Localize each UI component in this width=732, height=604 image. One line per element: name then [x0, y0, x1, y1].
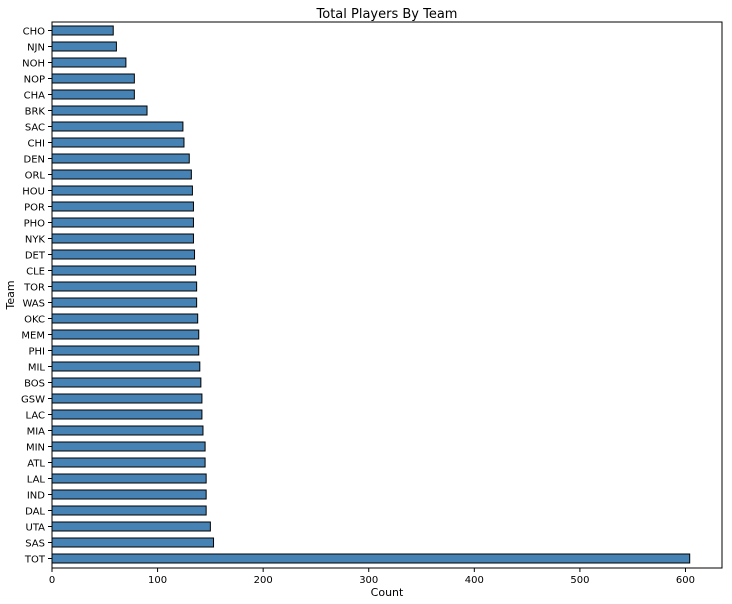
y-tick-label: CLE	[26, 267, 45, 278]
bar-den	[51, 153, 190, 164]
y-tick-label: TOR	[23, 283, 45, 294]
x-tick-label: 600	[676, 575, 695, 586]
bar-nyk	[51, 233, 194, 244]
y-tick-label: PHO	[24, 219, 46, 230]
bar-noh	[51, 57, 127, 68]
bar-gsw	[51, 393, 203, 404]
bar-tot	[51, 553, 691, 564]
bar-lal	[51, 473, 207, 484]
y-tick-label: ORL	[25, 171, 46, 182]
bar-min	[51, 441, 206, 452]
y-tick-label: MIL	[28, 363, 46, 374]
y-axis-label: Team	[4, 280, 17, 310]
bar-nop	[51, 73, 135, 84]
bar-dal	[51, 505, 207, 516]
bar-sas	[51, 537, 215, 548]
y-tick-label: POR	[24, 203, 45, 214]
bar-ind	[51, 489, 207, 500]
x-tick-label: 0	[49, 575, 55, 586]
bar-orl	[51, 169, 192, 180]
y-tick-label: NOH	[22, 59, 45, 70]
y-tick-label: TOT	[24, 555, 46, 566]
bar-hou	[51, 185, 193, 196]
y-tick-label: SAC	[25, 123, 45, 134]
bar-tor	[51, 281, 198, 292]
y-tick-label: ATL	[27, 459, 45, 470]
y-tick-label: GSW	[21, 395, 45, 406]
bar-mem	[51, 329, 200, 340]
y-tick-label: CHA	[24, 91, 46, 102]
bar-uta	[51, 521, 211, 532]
x-axis-label: Count	[371, 586, 404, 599]
y-tick-label: MIN	[26, 443, 45, 454]
y-tick-label: CHO	[23, 27, 46, 38]
bar-por	[51, 201, 194, 212]
plot-frame	[51, 21, 723, 569]
y-tick-label: BOS	[24, 379, 45, 390]
x-tick-label: 500	[570, 575, 589, 586]
bar-mil	[51, 361, 201, 372]
y-tick-label: MIA	[27, 427, 46, 438]
x-tick-label: 400	[465, 575, 484, 586]
y-tick-label: DAL	[25, 507, 45, 518]
bar-njn	[51, 41, 117, 52]
chart-title: Total Players By Team	[316, 7, 458, 22]
bar-sac	[51, 121, 184, 132]
x-tick-label: 300	[359, 575, 378, 586]
y-tick-label: NYK	[25, 235, 46, 246]
bar-det	[51, 249, 196, 260]
y-tick-label: MEM	[21, 331, 45, 342]
y-tick-label: UTA	[26, 523, 46, 534]
y-tick-label: CHI	[28, 139, 45, 150]
x-tick-label: 100	[148, 575, 167, 586]
bars-group	[51, 25, 691, 564]
y-tick-label: LAL	[27, 475, 46, 486]
bar-cho	[51, 25, 114, 36]
y-tick-label: HOU	[22, 187, 45, 198]
bar-cle	[51, 265, 197, 276]
y-tick-label: WAS	[22, 299, 45, 310]
y-tick-label: SAS	[25, 539, 45, 550]
bar-was	[51, 297, 198, 308]
y-tick-label: DEN	[24, 155, 46, 166]
bar-pho	[51, 217, 194, 228]
x-tick-labels: 0 100 200 300 400 500 600	[49, 568, 695, 586]
bar-brk	[51, 105, 148, 116]
y-tick-label: LAC	[26, 411, 45, 422]
bar-lac	[51, 409, 203, 420]
y-tick-label: IND	[27, 491, 45, 502]
bar-cha	[51, 89, 135, 100]
y-tick-label: NJN	[27, 43, 45, 54]
y-tick-label: NOP	[24, 75, 45, 86]
y-tick-label: OKC	[24, 315, 45, 326]
y-tick-labels: CHO NJN NOH NOP CHA BRK SAC CHI DEN ORL HOU POR PHO N…	[21, 27, 52, 566]
bar-bos	[51, 377, 202, 388]
bar-phi	[51, 345, 200, 356]
bar-okc	[51, 313, 199, 324]
bar-atl	[51, 457, 206, 468]
y-tick-label: PHI	[29, 347, 46, 358]
bar-chi	[51, 137, 185, 148]
y-tick-label: BRK	[25, 107, 46, 118]
bar-mia	[51, 425, 204, 436]
x-tick-label: 200	[254, 575, 273, 586]
y-tick-label: DET	[25, 251, 46, 262]
